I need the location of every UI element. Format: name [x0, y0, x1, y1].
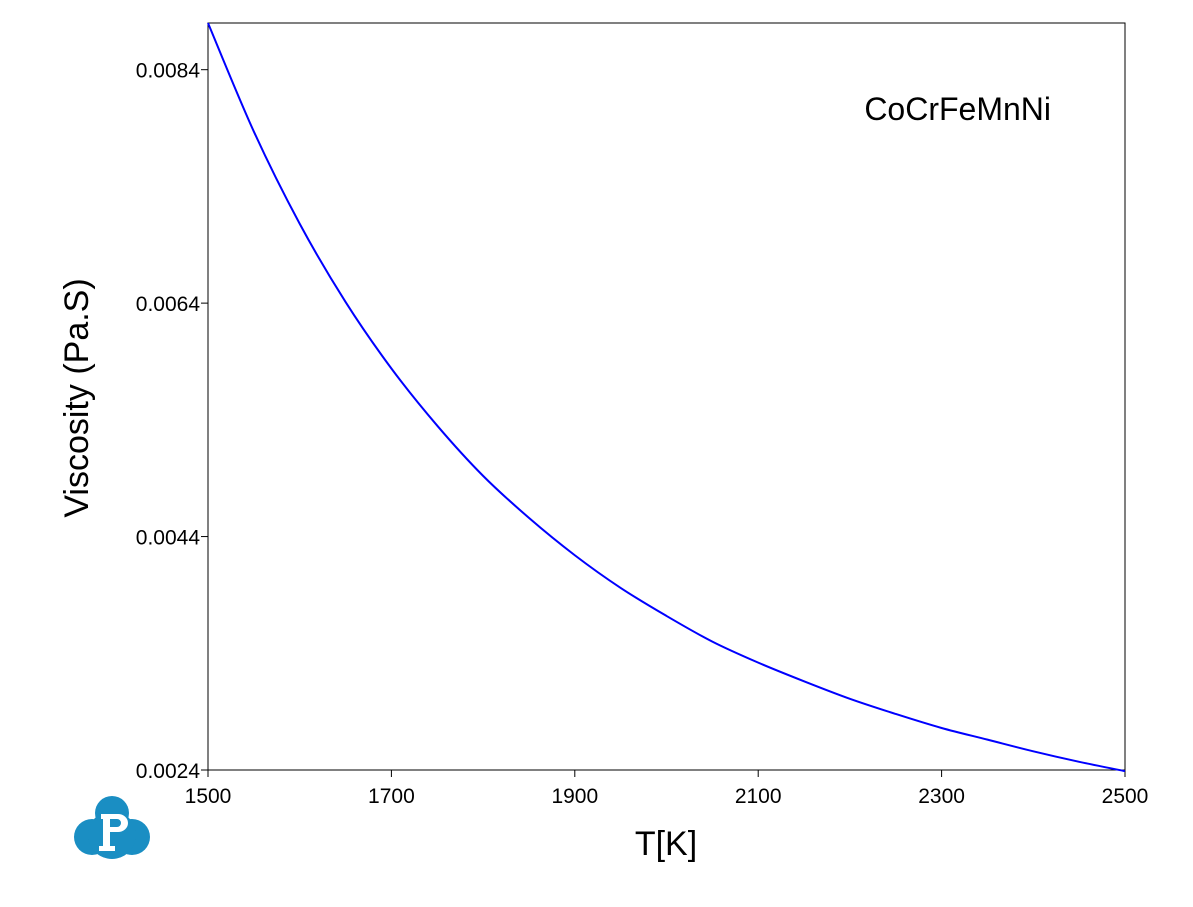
alloy-annotation: CoCrFeMnNi [864, 91, 1051, 127]
y-tick-label: 0.0024 [136, 760, 201, 783]
logo-p-glyph [99, 814, 128, 851]
x-tick-label: 2100 [735, 785, 782, 808]
y-tick-label: 0.0084 [136, 60, 201, 83]
x-tick-label: 2500 [1102, 785, 1149, 808]
y-axis-title: Viscosity (Pa.S) [58, 278, 96, 517]
x-tick-label: 1700 [368, 785, 415, 808]
x-tick-label: 1500 [185, 785, 232, 808]
x-tick-label: 1900 [551, 785, 598, 808]
x-tick-label: 2300 [918, 785, 965, 808]
y-tick-label: 0.0064 [136, 293, 201, 316]
y-tick-label: 0.0044 [136, 527, 201, 550]
plot-frame [207, 22, 1126, 771]
x-axis-title: T[K] [635, 825, 697, 863]
logo [74, 796, 150, 859]
viscosity-series-line [207, 22, 1126, 773]
